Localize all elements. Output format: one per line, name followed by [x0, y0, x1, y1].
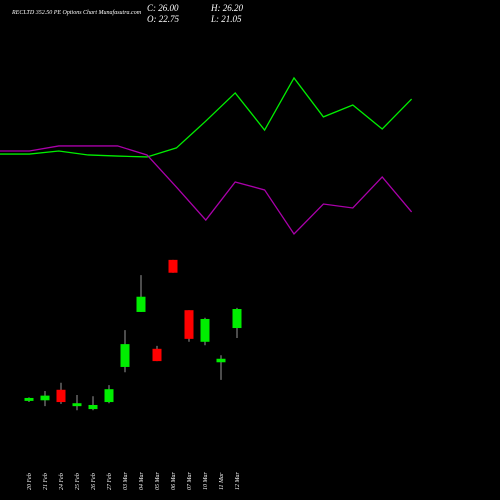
candle-body: [40, 395, 50, 401]
x-tick-label: 10 Mar: [203, 472, 209, 490]
candle-body: [216, 358, 226, 363]
x-tick-label: 04 Mar: [138, 472, 145, 490]
candle-body: [232, 309, 242, 329]
x-tick-label: 20 Feb: [27, 473, 33, 490]
x-tick-label: 26 Feb: [91, 473, 97, 490]
candle-body: [24, 397, 34, 401]
x-tick-label: 21 Feb: [43, 473, 49, 490]
ohlc-low: L: 21.05: [210, 14, 242, 24]
chart-title: RECLTD 352.50 PE Options Chart Munafasut…: [11, 9, 142, 16]
candle-body: [72, 403, 82, 407]
x-tick-label: 03 Mar: [123, 472, 129, 490]
candle-body: [120, 344, 130, 367]
x-tick-label: 24 Feb: [58, 473, 65, 490]
ohlc-close: C: 26.00: [147, 3, 179, 13]
indicator-line: [0, 145, 413, 235]
candle-body: [136, 296, 146, 312]
candle-body: [56, 389, 66, 403]
x-tick-label: 11 Mar: [219, 472, 225, 490]
candle-body: [88, 404, 98, 410]
candle-body: [168, 259, 178, 273]
candle-body: [200, 318, 210, 342]
indicator-line: [0, 76, 413, 158]
x-tick-label: 06 Mar: [171, 472, 177, 490]
x-tick-label: 05 Mar: [155, 472, 161, 490]
x-tick-label: 12 Mar: [235, 472, 241, 490]
x-tick-label: 07 Mar: [187, 472, 193, 490]
ohlc-open: O: 22.75: [147, 14, 179, 24]
candle-body: [104, 389, 114, 403]
x-tick-label: 25 Feb: [75, 473, 81, 490]
ohlc-high: H: 26.20: [210, 3, 243, 13]
candle-body: [152, 348, 162, 362]
x-tick-label: 27 Feb: [107, 473, 113, 490]
candle-body: [184, 310, 194, 339]
